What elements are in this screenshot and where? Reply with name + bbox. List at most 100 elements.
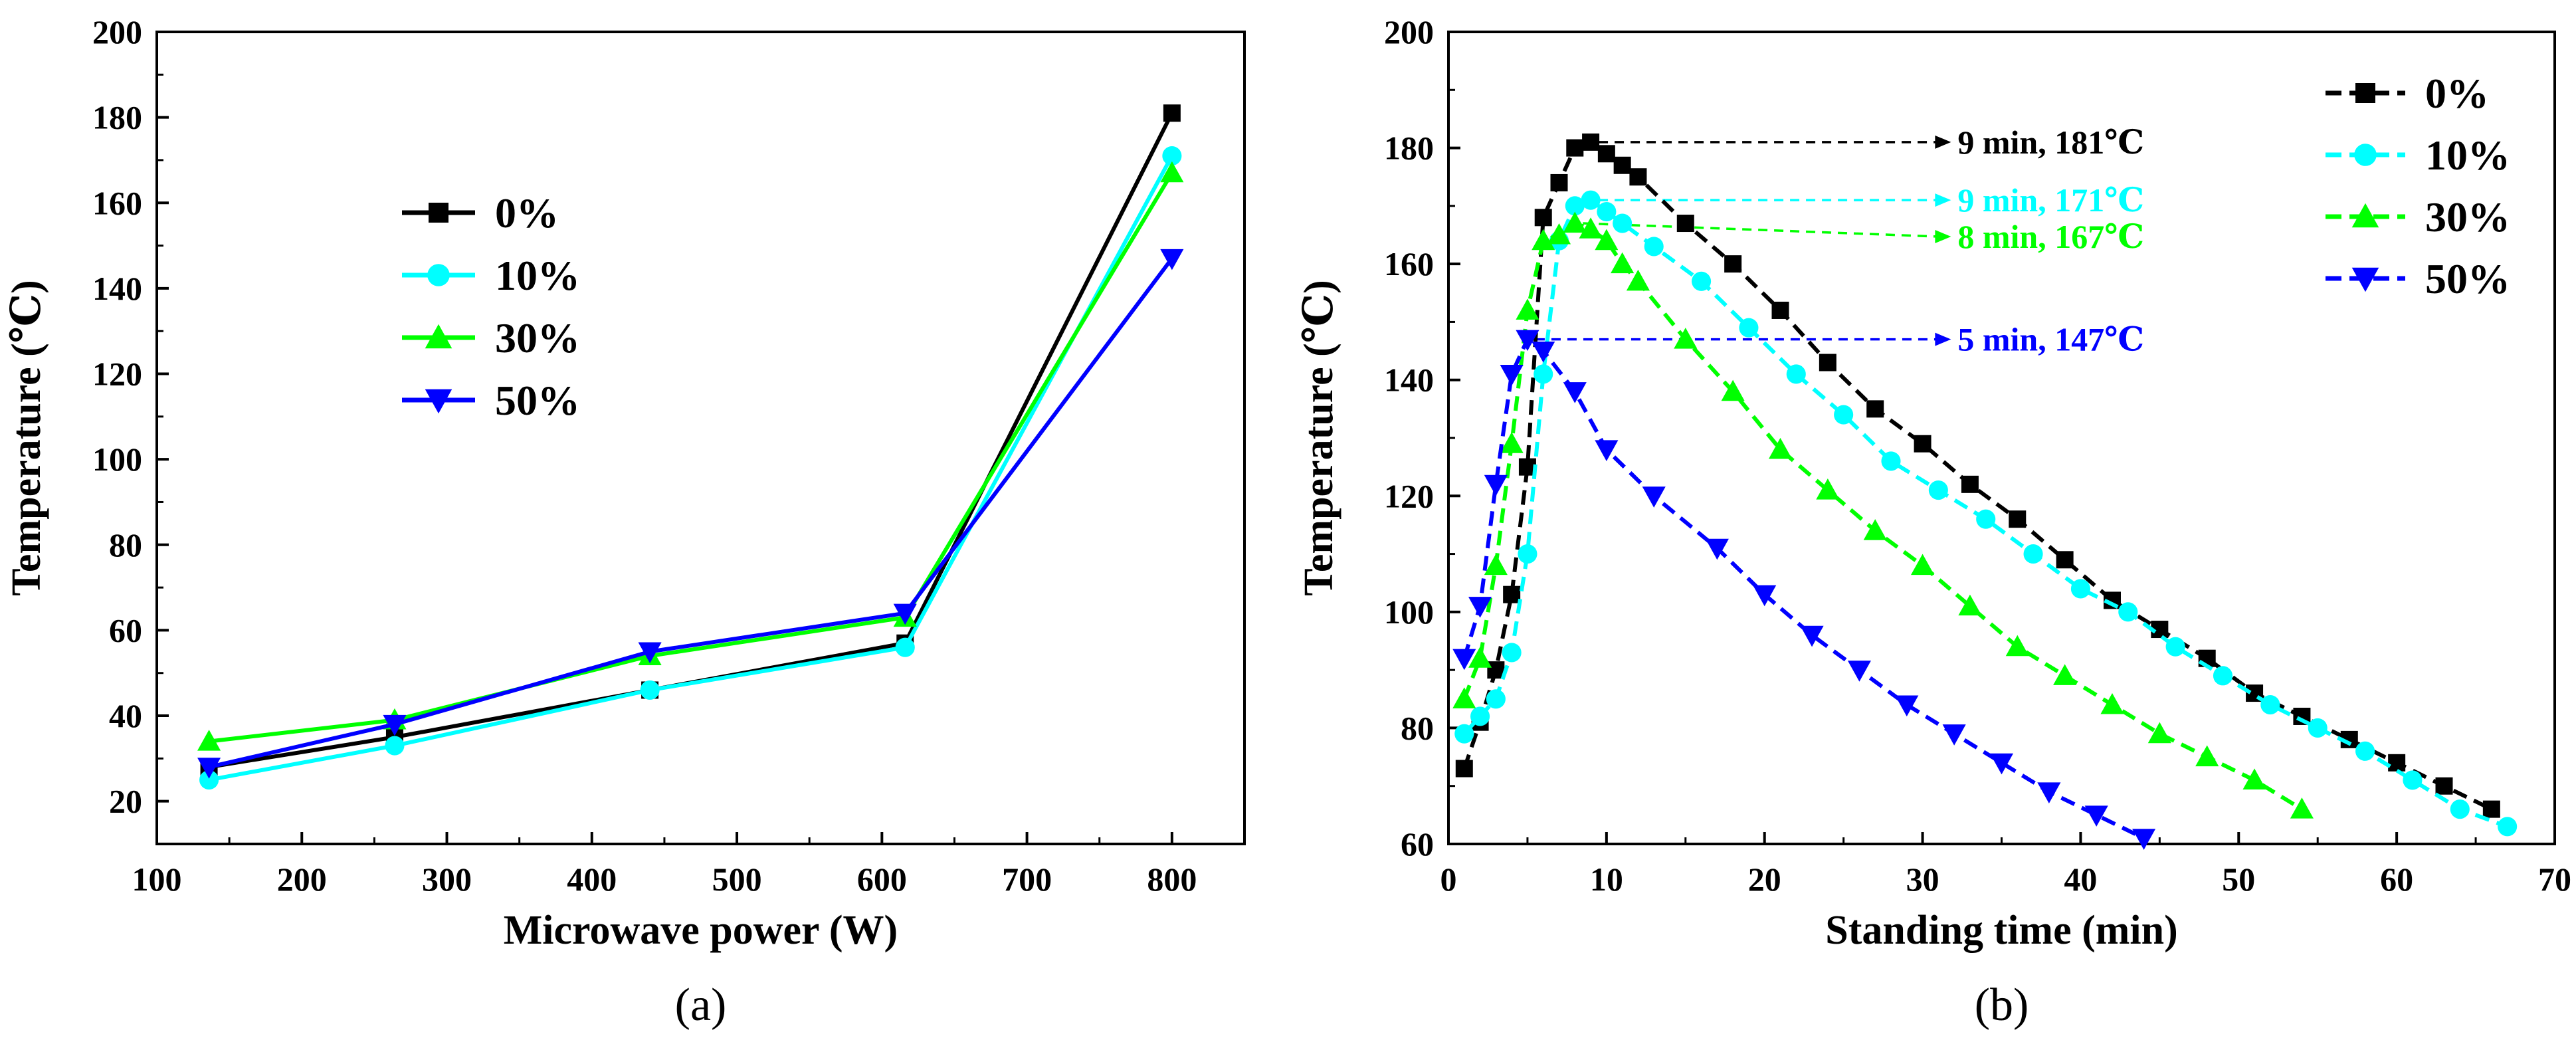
x-tick-label: 600	[857, 861, 907, 898]
y-tick-label: 140	[92, 270, 142, 307]
y-tick-label: 160	[92, 184, 142, 221]
x-tick-label: 800	[1147, 861, 1197, 898]
annotation-label: 5 min, 147℃	[1957, 321, 2144, 358]
annotation-label: 9 min, 181℃	[1957, 124, 2144, 161]
series-line-30pct	[209, 171, 1174, 744]
data-point-50pct	[1847, 661, 1871, 682]
data-point-10pct	[1739, 318, 1759, 338]
data-point-30pct	[1500, 432, 1524, 453]
x-tick-label: 70	[2538, 861, 2571, 898]
annotation-label: 9 min, 171℃	[1957, 181, 2144, 219]
legend-label: 0%	[2425, 70, 2489, 117]
x-axis-title: Standing time (min)	[1825, 908, 2177, 953]
annotation-30pct: 8 min, 167℃	[1583, 218, 2144, 255]
data-point-10pct	[1834, 405, 1854, 425]
data-point-10pct	[1597, 202, 1617, 222]
series-line-50pct	[1462, 337, 2145, 840]
data-point-10pct	[385, 736, 405, 756]
data-point-0pct	[2435, 777, 2453, 795]
data-point-10pct	[1692, 271, 1712, 291]
series-line-10pct	[209, 155, 1174, 782]
data-point-50pct	[1753, 585, 1777, 607]
legend-item-30pct: 30%	[402, 314, 580, 362]
x-tick-label: 20	[1748, 861, 1781, 898]
data-point-10pct	[1881, 451, 1901, 471]
data-point-50pct	[1516, 330, 1539, 352]
data-point-30pct	[2290, 797, 2314, 819]
data-point-50pct	[1989, 753, 2014, 775]
annotation-arrowhead	[1935, 332, 1951, 346]
legend-marker	[2355, 83, 2375, 103]
data-point-10pct	[1565, 196, 1585, 216]
x-axis-title: Microwave power (W)	[504, 908, 898, 953]
legend-label: 0%	[495, 189, 559, 237]
data-point-50pct	[1160, 249, 1184, 270]
data-point-50pct	[1500, 364, 1524, 386]
y-tick-label: 120	[1384, 477, 1434, 514]
data-point-10pct	[1162, 146, 1182, 166]
series-30pct	[1452, 211, 2314, 819]
data-point-30pct	[1563, 211, 1587, 233]
data-point-0pct	[1455, 760, 1473, 778]
legend-item-50pct: 50%	[2326, 255, 2510, 302]
data-point-0pct	[1550, 173, 1568, 191]
data-point-50pct	[1705, 538, 1729, 560]
data-point-50pct	[1642, 486, 1666, 508]
data-point-50pct	[1942, 724, 1966, 746]
y-tick-label: 140	[1384, 362, 1434, 399]
data-point-30pct	[1768, 437, 1793, 459]
panel-caption: (a)	[675, 980, 727, 1031]
data-point-10pct	[640, 680, 660, 700]
data-point-30pct	[1611, 252, 1635, 274]
x-tick-label: 30	[1906, 861, 1939, 898]
chart-panel-b: 0 10 20 30 40 50 60 70 60 80 100 120 140 160 180 200 Sta…	[1296, 13, 2571, 1031]
legend-label: 10%	[2425, 132, 2510, 179]
data-point-50pct	[2084, 805, 2108, 827]
legend-label: 50%	[495, 377, 580, 424]
data-point-10pct	[1581, 190, 1601, 210]
x-tick-label: 0	[1440, 861, 1457, 898]
legend-marker	[2351, 267, 2379, 292]
y-tick-label: 40	[109, 697, 142, 734]
data-point-30pct	[1595, 229, 1619, 251]
legend-item-0pct: 0%	[2326, 70, 2489, 117]
data-point-10pct	[1534, 364, 1553, 384]
data-point-30pct	[1516, 298, 1539, 320]
data-point-0pct	[2056, 551, 2074, 569]
data-point-50pct	[1563, 382, 1587, 403]
data-point-30pct	[2147, 722, 2171, 744]
data-point-0pct	[1487, 661, 1505, 679]
data-point-0pct	[1566, 139, 1584, 157]
x-tick-label: 50	[2222, 861, 2255, 898]
data-point-30pct	[2242, 768, 2266, 790]
legend-marker	[2354, 144, 2377, 166]
legend-marker	[425, 324, 452, 349]
data-point-0pct	[1163, 104, 1181, 122]
data-point-30pct	[2195, 745, 2219, 767]
data-point-0pct	[2009, 510, 2027, 528]
data-point-10pct	[895, 637, 915, 657]
series-50pct	[197, 249, 1184, 779]
legend-item-0pct: 0%	[402, 189, 559, 237]
y-tick-label: 100	[92, 441, 142, 478]
legend-item-30pct: 30%	[2326, 193, 2510, 241]
data-point-0pct	[1613, 156, 1631, 174]
data-point-50pct	[1895, 695, 1919, 717]
data-point-0pct	[1724, 255, 1742, 273]
data-point-50pct	[638, 642, 662, 664]
data-point-10pct	[1454, 724, 1474, 744]
data-point-10pct	[2308, 718, 2328, 738]
data-point-10pct	[1486, 689, 1506, 709]
data-point-0pct	[1866, 400, 1884, 418]
series-10pct	[199, 146, 1182, 790]
data-point-30pct	[1863, 519, 1887, 540]
y-tick-label: 80	[109, 526, 142, 564]
data-point-30pct	[1484, 554, 1508, 575]
annotation-arrowhead	[1935, 230, 1951, 244]
x-tick-label: 100	[132, 861, 182, 898]
legend-item-50pct: 50%	[402, 377, 580, 424]
data-point-30pct	[1160, 161, 1184, 183]
data-point-10pct	[1470, 706, 1490, 726]
data-point-0pct	[1597, 145, 1615, 163]
